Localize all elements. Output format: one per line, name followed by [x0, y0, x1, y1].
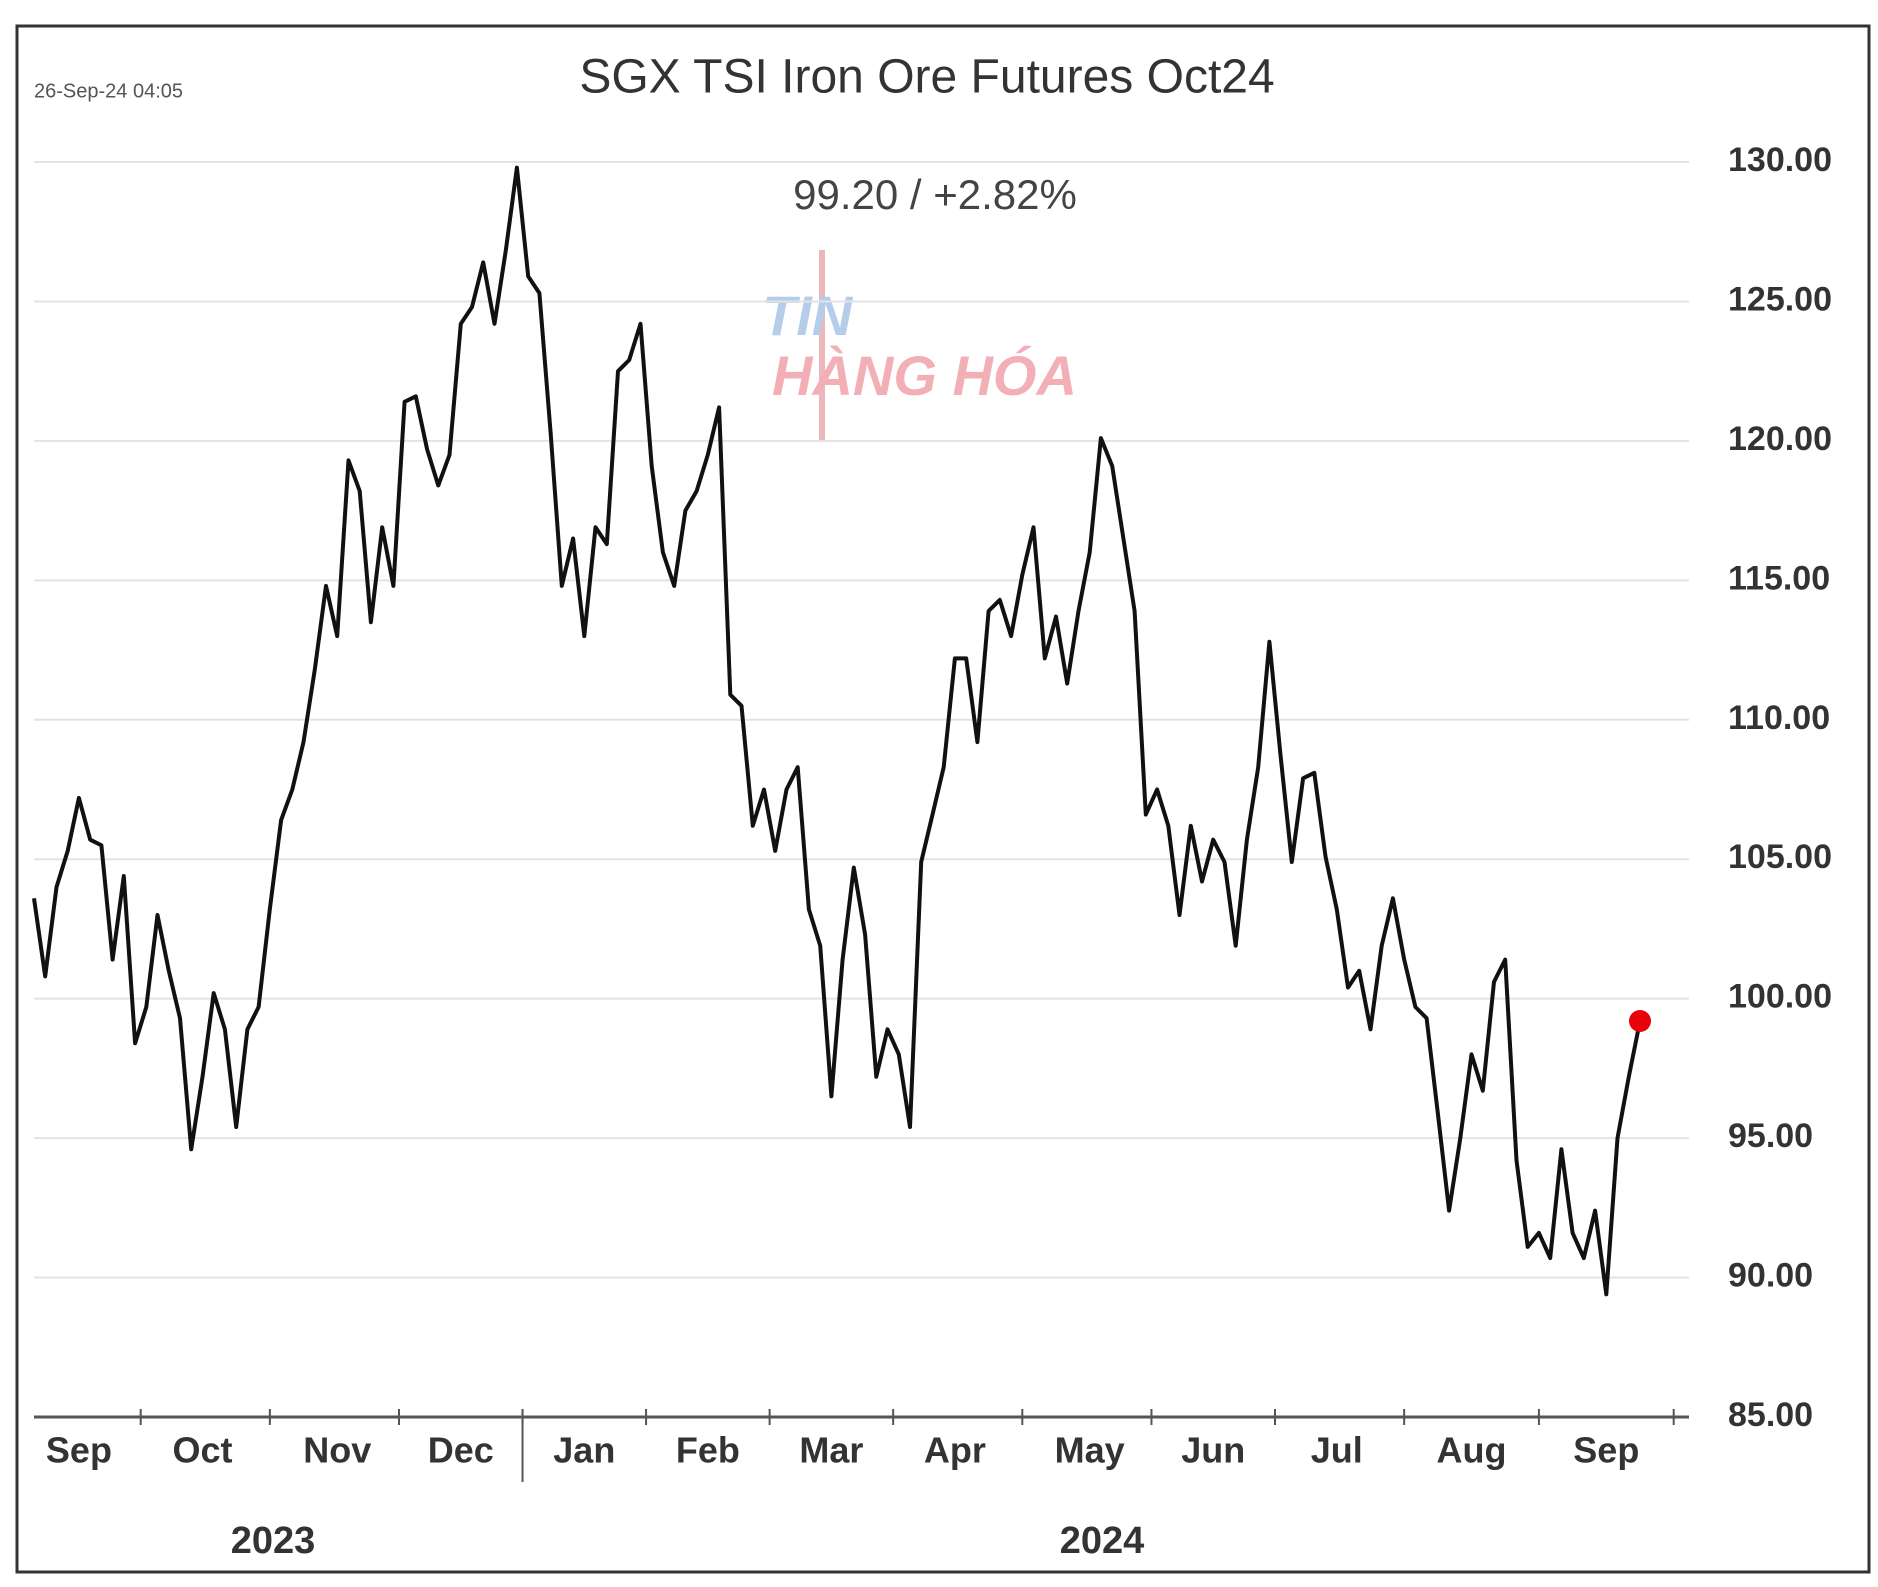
x-tick-label: Apr [924, 1430, 986, 1471]
y-tick-label: 110.00 [1728, 699, 1830, 737]
x-tick-label: Oct [172, 1430, 232, 1471]
x-tick-label: Sep [46, 1430, 112, 1471]
x-tick-label: Dec [428, 1430, 494, 1471]
y-tick-label: 100.00 [1728, 978, 1832, 1016]
x-tick-label: Feb [676, 1430, 740, 1471]
line [32, 165, 1642, 1297]
subtitle: 99.20 / +2.82% [793, 171, 1077, 218]
x-tick-label: Aug [1437, 1430, 1507, 1471]
y-tick-label: 105.00 [1728, 838, 1832, 876]
x-tick-label: Sep [1573, 1430, 1639, 1471]
x-tick-label: Nov [303, 1430, 371, 1471]
x-tick-label: Jun [1181, 1430, 1245, 1471]
y-tick-label: 120.00 [1728, 420, 1832, 458]
watermark-text: HÀNG HÓA [772, 344, 1077, 407]
last-point [1629, 1009, 1651, 1032]
x-tick-label: Jul [1311, 1430, 1363, 1471]
timestamp: 26-Sep-24 04:05 [34, 80, 183, 102]
x-tick-label: Jan [553, 1430, 615, 1471]
x-tick-label: Mar [799, 1430, 863, 1471]
y-tick-label: 130.00 [1728, 141, 1832, 179]
y-tick-label: 125.00 [1728, 280, 1832, 318]
y-tick-label: 95.00 [1728, 1117, 1813, 1155]
y-tick-label: 85.00 [1728, 1396, 1813, 1434]
year-label: 2024 [1060, 1520, 1145, 1562]
y-tick-label: 115.00 [1728, 559, 1830, 597]
watermark: TIN HÀNG HÓA [762, 250, 1077, 440]
year-label: 2023 [231, 1520, 316, 1562]
chart-title: SGX TSI Iron Ore Futures Oct24 [579, 51, 1274, 104]
frame [15, 24, 1871, 1574]
y-tick-label: 90.00 [1728, 1257, 1813, 1295]
x-tick-label: May [1055, 1430, 1125, 1471]
watermark-text: TIN [762, 284, 854, 347]
